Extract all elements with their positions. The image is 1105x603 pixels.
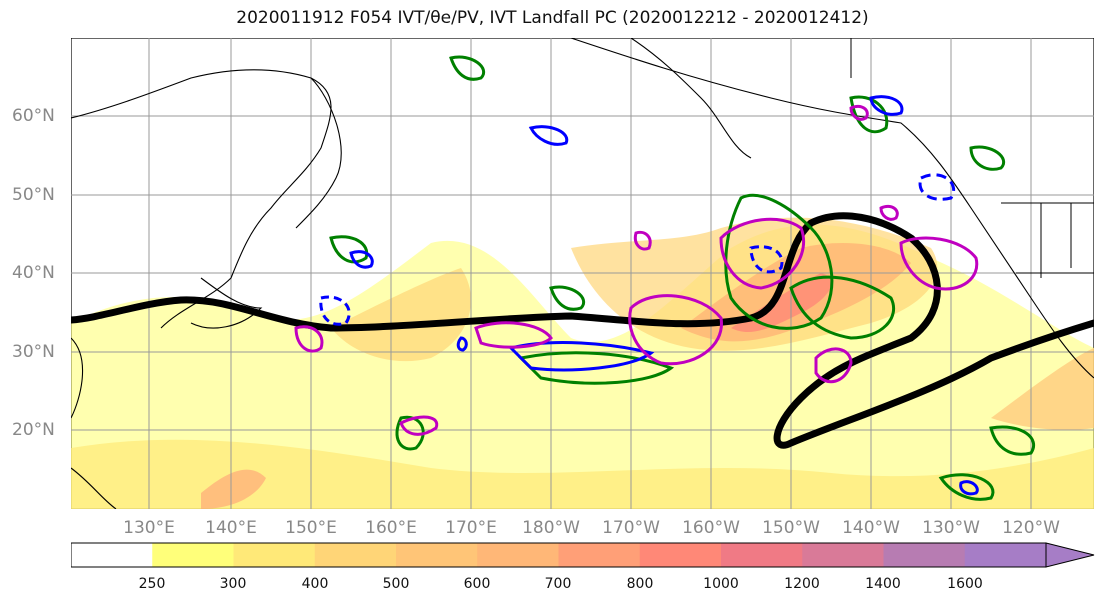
lon-label: 130°E (123, 518, 175, 538)
colorbar-segment (314, 543, 397, 567)
colorbar-segment (964, 543, 1047, 567)
lat-label: 30°N (12, 342, 55, 362)
lon-label: 170°E (445, 518, 497, 538)
colorbar-segment (802, 543, 884, 567)
lat-label: 50°N (12, 185, 55, 205)
colorbar-tick: 400 (301, 576, 329, 592)
colorbar-segments (71, 543, 1047, 567)
colorbar-tick: 300 (219, 576, 247, 592)
ivt-colorbar (71, 542, 1095, 568)
colorbar-extend-arrow (1045, 542, 1095, 568)
ivt-shading (71, 217, 1094, 509)
pv-contours-blue (319, 95, 979, 496)
colorbar-segment (883, 543, 966, 567)
lon-label: 150°W (762, 518, 820, 538)
colorbar-segment (71, 543, 153, 567)
pv-contours-magenta (294, 104, 979, 436)
colorbar-tick: 700 (544, 576, 572, 592)
colorbar-segment (152, 543, 234, 567)
colorbar-segment (721, 543, 803, 567)
map-panel (71, 38, 1094, 509)
lon-label: 140°E (205, 518, 257, 538)
lat-label: 60°N (12, 106, 55, 126)
chart-title: 2020011912 F054 IVT/θe/PV, IVT Landfall … (236, 8, 869, 28)
colorbar-tick: 600 (463, 576, 491, 592)
colorbar-tick: 1000 (703, 576, 739, 592)
colorbar-tick: 1200 (784, 576, 820, 592)
lon-label: 140°W (842, 518, 900, 538)
theta-e-contours (329, 55, 1035, 501)
colorbar-segment (477, 543, 559, 567)
colorbar-segment (233, 543, 316, 567)
political-borders (850, 38, 1094, 278)
ivt-landfall-pc-contour (71, 212, 1094, 449)
coastlines (71, 38, 1094, 509)
lat-label: 20°N (12, 420, 55, 440)
lon-label: 180°W (522, 518, 580, 538)
lon-label: 170°W (602, 518, 660, 538)
colorbar-segment (639, 543, 722, 567)
colorbar-tick: 1600 (947, 576, 983, 592)
lat-label: 40°N (12, 263, 55, 283)
lon-label: 130°W (922, 518, 980, 538)
lon-label: 150°E (285, 518, 337, 538)
colorbar-tick: 1400 (865, 576, 901, 592)
colorbar-tick: 800 (626, 576, 654, 592)
colorbar-tick: 500 (382, 576, 410, 592)
colorbar-segment (558, 543, 641, 567)
lon-label: 160°E (365, 518, 417, 538)
lon-label: 120°W (1002, 518, 1060, 538)
colorbar-tick: 250 (138, 576, 166, 592)
lon-label: 160°W (682, 518, 740, 538)
colorbar-segment (396, 543, 478, 567)
